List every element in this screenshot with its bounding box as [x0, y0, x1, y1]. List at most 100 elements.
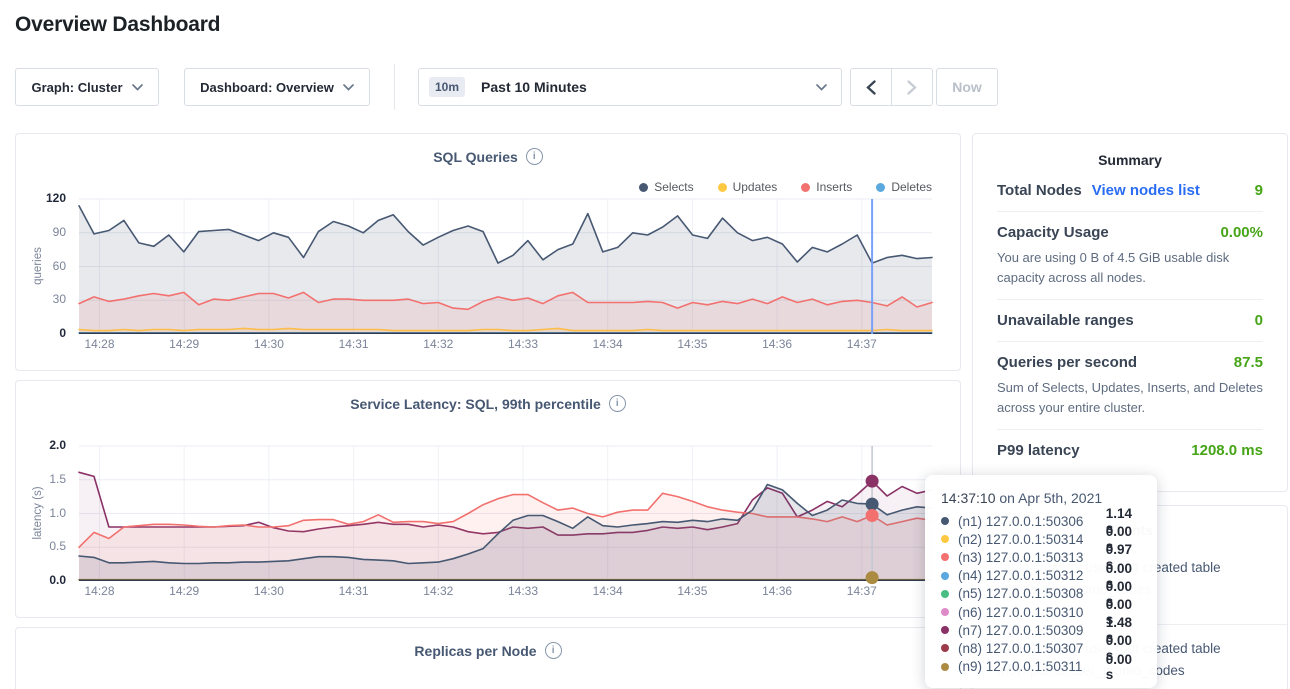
node-color-dot-icon: [941, 626, 949, 634]
x-tick-label: 14:36: [755, 584, 799, 598]
x-tick-label: 14:31: [332, 584, 376, 598]
tooltip-node-label: (n8) 127.0.0.1:50307: [958, 641, 1106, 656]
now-button[interactable]: Now: [936, 68, 998, 106]
chevron-left-icon: [866, 80, 876, 95]
node-color-dot-icon: [941, 663, 949, 671]
chevron-down-icon: [132, 84, 143, 91]
node-color-dot-icon: [941, 553, 949, 561]
chevron-right-icon: [907, 80, 917, 95]
info-icon[interactable]: i: [545, 642, 562, 659]
tooltip-node-label: (n4) 127.0.0.1:50312: [958, 568, 1106, 583]
x-axis-labels: 14:28 14:29 14:30 14:31 14:32 14:33 14:34 14:35…: [79, 584, 932, 600]
info-icon[interactable]: i: [609, 395, 626, 412]
node-color-dot-icon: [941, 590, 949, 598]
y-tick-label: 0: [20, 326, 66, 340]
chart-plot-area[interactable]: [79, 199, 932, 334]
node-color-dot-icon: [941, 608, 949, 616]
y-tick-label: 2.0: [20, 438, 66, 452]
legend-item-selects[interactable]: Selects: [639, 180, 693, 194]
y-tick-label: 30: [20, 292, 66, 306]
sql-queries-chart-card: SQL Queries i Selects Updates Inserts Delet…: [15, 133, 961, 371]
summary-row-value: 0: [1255, 312, 1263, 329]
y-tick-label: 1.5: [20, 472, 66, 486]
time-back-button[interactable]: [850, 68, 892, 106]
x-tick-label: 14:34: [586, 337, 630, 351]
summary-row-label: Total Nodes: [997, 182, 1082, 199]
chart-title: SQL Queries: [433, 149, 518, 165]
dashboard-dropdown[interactable]: Dashboard: Overview: [184, 68, 370, 106]
tooltip-rows: (n1) 127.0.0.1:503061.14 s(n2) 127.0.0.1…: [941, 512, 1141, 676]
time-range-badge: 10m: [429, 77, 465, 97]
tooltip-node-label: (n1) 127.0.0.1:50306: [958, 514, 1106, 529]
node-color-dot-icon: [941, 535, 949, 543]
summary-title: Summary: [973, 152, 1287, 168]
tooltip-node-label: (n5) 127.0.0.1:50308: [958, 586, 1106, 601]
chevron-down-icon: [816, 84, 827, 91]
time-range-dropdown[interactable]: 10m Past 10 Minutes: [418, 68, 842, 106]
y-axis-unit-label: latency (s): [32, 486, 44, 539]
y-axis-labels: 0306090120: [20, 199, 72, 334]
x-tick-label: 14:28: [77, 584, 121, 598]
tooltip-row: (n9) 127.0.0.1:503110.00 s: [941, 658, 1141, 676]
summary-row: Queries per second87.5Sum of Selects, Up…: [997, 342, 1263, 430]
view-nodes-list-link[interactable]: View nodes list: [1092, 182, 1200, 199]
node-color-dot-icon: [941, 572, 949, 580]
time-range-label: Past 10 Minutes: [481, 79, 587, 95]
legend-item-deletes[interactable]: Deletes: [876, 180, 932, 194]
x-tick-label: 14:35: [670, 584, 714, 598]
summary-row-value: 87.5: [1234, 354, 1263, 371]
summary-row-value: 1208.0 ms: [1191, 442, 1263, 459]
graph-dropdown[interactable]: Graph: Cluster: [15, 68, 159, 106]
summary-row-label: Capacity Usage: [997, 224, 1109, 241]
chart-title: Replicas per Node: [414, 643, 536, 659]
replicas-per-node-chart-card: Replicas per Node i: [15, 627, 961, 689]
summary-row-subtext: Sum of Selects, Updates, Inserts, and De…: [997, 378, 1263, 417]
x-tick-label: 14:34: [586, 584, 630, 598]
summary-row: Capacity Usage 0.00% You are using 0 B of …: [997, 212, 1263, 300]
x-axis-labels: 14:2814:2914:3014:3114:3214:3314:3414:35…: [79, 337, 932, 353]
legend-item-updates[interactable]: Updates: [718, 180, 778, 194]
chart-legend: Selects Updates Inserts Deletes: [639, 180, 932, 194]
graph-dropdown-label: Graph: Cluster: [31, 80, 122, 95]
summary-row-label: Unavailable ranges: [997, 312, 1134, 329]
legend-item-inserts[interactable]: Inserts: [801, 180, 852, 194]
summary-row-value: 0.00%: [1220, 224, 1263, 241]
legend-dot-icon: [718, 183, 727, 192]
legend-label: Inserts: [816, 180, 852, 194]
tooltip-node-label: (n2) 127.0.0.1:50314: [958, 532, 1106, 547]
x-tick-label: 14:31: [332, 337, 376, 351]
x-tick-label: 14:32: [416, 584, 460, 598]
overview-dashboard-page: Overview Dashboard Graph: Cluster Dashbo…: [0, 0, 1290, 689]
chart-title: Service Latency: SQL, 99th percentile: [350, 396, 601, 412]
node-color-dot-icon: [941, 644, 949, 652]
time-forward-button[interactable]: [891, 68, 933, 106]
summary-row-label: P99 latency: [997, 442, 1080, 459]
x-tick-label: 14:29: [162, 337, 206, 351]
legend-label: Selects: [654, 180, 693, 194]
y-tick-label: 0.5: [20, 539, 66, 553]
info-icon[interactable]: i: [526, 148, 543, 165]
dashboard-dropdown-label: Dashboard: Overview: [200, 80, 334, 95]
chevron-down-icon: [343, 84, 354, 91]
y-axis-labels: 0.00.51.01.52.0: [20, 446, 72, 581]
summary-panel: Summary Total NodesView nodes list9Capac…: [972, 133, 1288, 492]
legend-dot-icon: [876, 183, 885, 192]
y-tick-label: 120: [20, 191, 66, 205]
x-tick-label: 14:30: [247, 337, 291, 351]
node-color-dot-icon: [941, 517, 949, 525]
x-tick-label: 14:33: [501, 584, 545, 598]
x-tick-label: 14:29: [162, 584, 206, 598]
tooltip-node-value: 0.00 s: [1106, 652, 1141, 682]
x-tick-label: 14:37: [840, 337, 884, 351]
chart-hover-tooltip: 14:37:10 on Apr 5th, 2021 (n1) 127.0.0.1…: [925, 475, 1157, 688]
x-tick-label: 14:28: [77, 337, 121, 351]
x-tick-label: 14:30: [247, 584, 291, 598]
y-tick-label: 90: [20, 225, 66, 239]
controls-divider: [394, 64, 395, 110]
tooltip-node-label: (n7) 127.0.0.1:50309: [958, 623, 1106, 638]
summary-row-subtext: You are using 0 B of 4.5 GiB usable disk…: [997, 248, 1263, 287]
x-tick-label: 14:35: [670, 337, 714, 351]
y-axis-unit-label: queries: [32, 247, 44, 285]
summary-row: Total NodesView nodes list9: [997, 170, 1263, 212]
chart-plot-area[interactable]: [79, 446, 932, 581]
